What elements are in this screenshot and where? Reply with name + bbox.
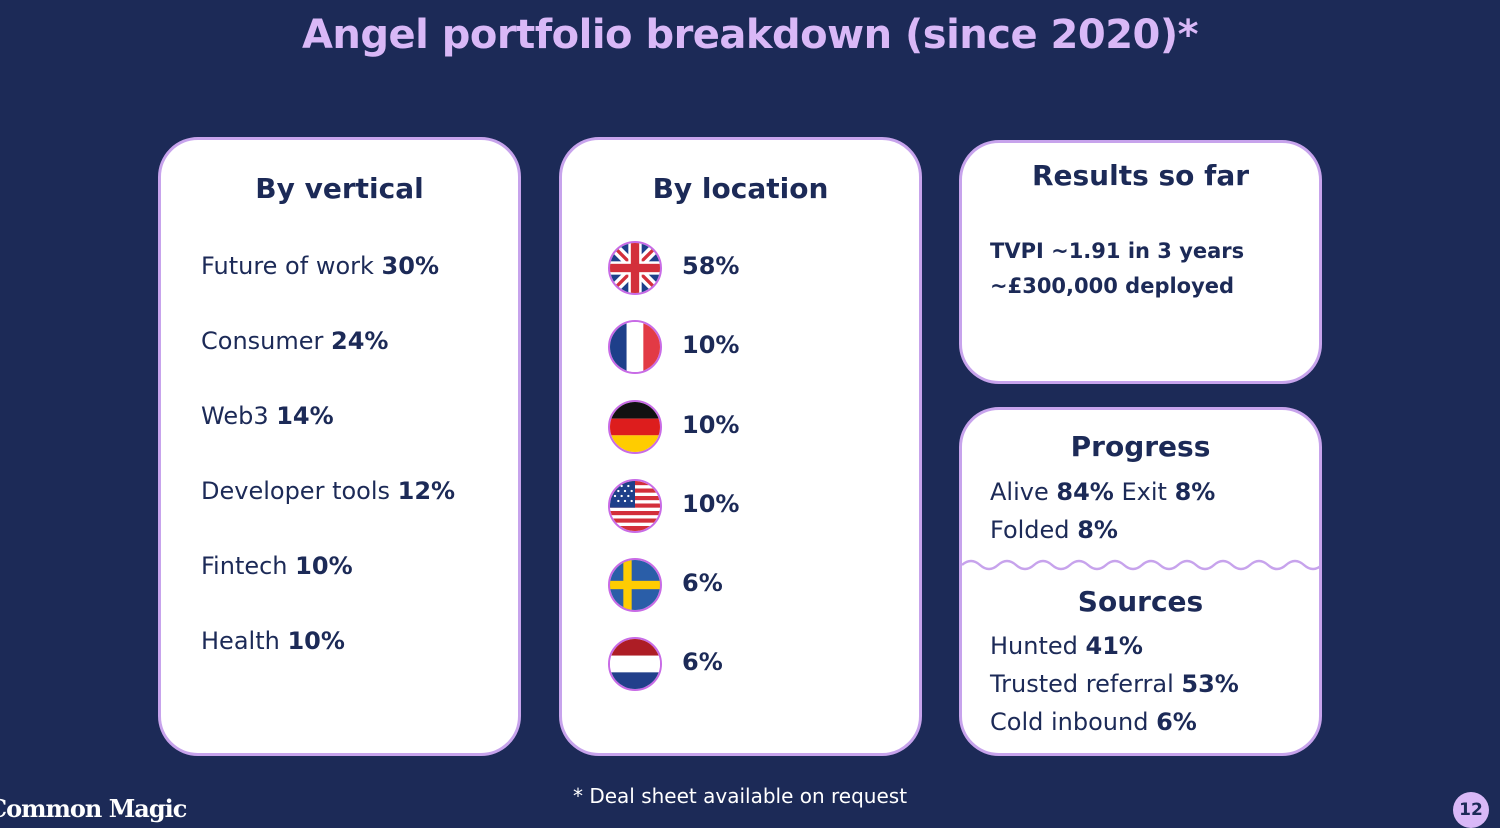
page-number-badge: 12 bbox=[1453, 792, 1489, 828]
location-value: 10% bbox=[682, 331, 740, 359]
vertical-label: Fintech bbox=[201, 552, 288, 580]
vertical-value: 10% bbox=[295, 552, 353, 580]
folded-label: Folded bbox=[990, 516, 1070, 544]
germany-flag-icon bbox=[608, 400, 662, 454]
sources-value: 41% bbox=[1085, 632, 1143, 660]
location-row: 6% bbox=[608, 558, 868, 612]
progress-line: Alive 84% Exit 8% bbox=[990, 478, 1215, 506]
page-title: Angel portfolio breakdown (since 2020)* bbox=[301, 12, 1199, 58]
results-heading: Results so far bbox=[1031, 159, 1250, 192]
vertical-value: 12% bbox=[397, 477, 456, 505]
location-value: 58% bbox=[682, 252, 740, 280]
location-value: 6% bbox=[682, 569, 723, 597]
location-heading: By location bbox=[652, 172, 829, 205]
progress-sources-card: Progress Alive 84% Exit 8% Folded 8% Sou… bbox=[959, 407, 1322, 756]
sources-label: Cold inbound bbox=[990, 708, 1149, 736]
vertical-value: 10% bbox=[287, 627, 345, 655]
vertical-item: Health 10% bbox=[201, 627, 345, 655]
location-value: 10% bbox=[682, 411, 740, 439]
sources-value: 53% bbox=[1181, 670, 1239, 698]
vertical-label: Web3 bbox=[201, 402, 269, 430]
sources-label: Trusted referral bbox=[990, 670, 1174, 698]
vertical-label: Developer tools bbox=[201, 477, 391, 505]
brand-logo: Common Magic bbox=[0, 794, 187, 823]
location-row: 6% bbox=[608, 637, 868, 691]
location-row: 10% bbox=[608, 400, 868, 454]
results-card: Results so far TVPI ~1.91 in 3 years ~£3… bbox=[959, 140, 1322, 384]
vertical-item: Future of work 30% bbox=[201, 252, 439, 280]
sources-heading: Sources bbox=[1077, 585, 1204, 618]
vertical-item: Developer tools 12% bbox=[201, 477, 455, 505]
location-row: 58% bbox=[608, 241, 868, 295]
vertical-item: Consumer 24% bbox=[201, 327, 388, 355]
sources-label: Hunted bbox=[990, 632, 1078, 660]
vertical-label: Future of work bbox=[201, 252, 374, 280]
vertical-item: Web3 14% bbox=[201, 402, 334, 430]
sources-line: Trusted referral 53% bbox=[990, 670, 1239, 698]
exit-value: 8% bbox=[1174, 478, 1216, 506]
location-value: 6% bbox=[682, 648, 723, 676]
progress-heading: Progress bbox=[1070, 430, 1211, 463]
vertical-card: By vertical Future of work 30% Consumer … bbox=[158, 137, 521, 756]
sources-line: Cold inbound 6% bbox=[990, 708, 1197, 736]
sources-line: Hunted 41% bbox=[990, 632, 1143, 660]
vertical-item: Fintech 10% bbox=[201, 552, 353, 580]
results-line: ~£300,000 deployed bbox=[990, 274, 1235, 298]
vertical-value: 24% bbox=[331, 327, 389, 355]
progress-line: Folded 8% bbox=[990, 516, 1118, 544]
vertical-heading: By vertical bbox=[255, 172, 424, 205]
france-flag-icon bbox=[608, 320, 662, 374]
sources-value: 6% bbox=[1156, 708, 1197, 736]
location-row: 10% bbox=[608, 320, 868, 374]
usa-flag-icon bbox=[608, 479, 662, 533]
location-card: By location 58% 10% bbox=[559, 137, 922, 756]
alive-label: Alive bbox=[990, 478, 1049, 506]
results-line: TVPI ~1.91 in 3 years bbox=[990, 239, 1245, 263]
wave-divider bbox=[962, 559, 1319, 571]
vertical-label: Consumer bbox=[201, 327, 324, 355]
alive-value: 84% bbox=[1056, 478, 1114, 506]
exit-label: Exit bbox=[1121, 478, 1167, 506]
sweden-flag-icon bbox=[608, 558, 662, 612]
location-row: 10% bbox=[608, 479, 868, 533]
netherlands-flag-icon bbox=[608, 637, 662, 691]
vertical-value: 14% bbox=[276, 402, 334, 430]
uk-flag-icon bbox=[608, 241, 662, 295]
vertical-value: 30% bbox=[381, 252, 439, 280]
location-value: 10% bbox=[682, 490, 740, 518]
footnote: * Deal sheet available on request bbox=[572, 784, 908, 808]
vertical-label: Health bbox=[201, 627, 280, 655]
folded-value: 8% bbox=[1077, 516, 1118, 544]
